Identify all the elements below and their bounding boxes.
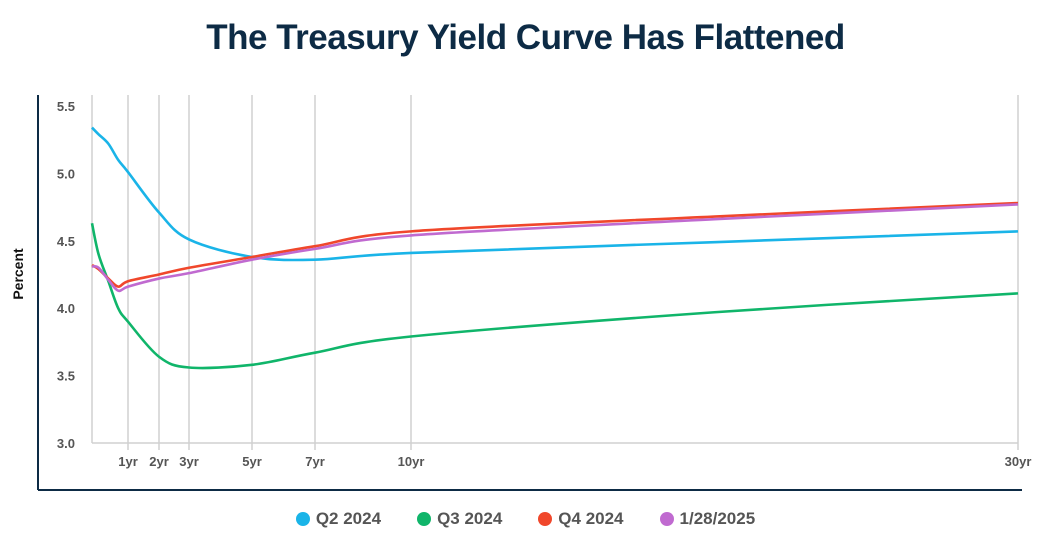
x-tick-label: 7yr [305, 454, 325, 469]
legend-label: Q2 2024 [315, 509, 382, 528]
y-tick-label: 5.0 [57, 166, 75, 181]
y-axis-label: Percent [10, 248, 26, 300]
legend-label: Q3 2024 [437, 509, 503, 528]
x-tick-label: 30yr [1005, 454, 1032, 469]
y-tick-label: 4.5 [57, 234, 75, 249]
series-line-0 [91, 126, 1019, 262]
y-tick-label: 5.5 [57, 99, 75, 114]
legend-item: Q3 2024 [417, 509, 502, 529]
legend-item: Q2 2024 [295, 509, 382, 529]
y-tick-label: 4.0 [57, 301, 75, 316]
legend: Q2 2024 Q3 2024 Q4 2024 1/28/2025 [0, 509, 1051, 529]
legend-dot-icon [295, 512, 310, 526]
series-line-2 [91, 201, 1019, 288]
legend-label: Q4 2024 [558, 509, 624, 528]
legend-dot-icon [538, 512, 553, 526]
series-line-3 [91, 203, 1019, 293]
legend-label: 1/28/2025 [679, 509, 756, 528]
legend-item: 1/28/2025 [659, 509, 756, 529]
x-tick-label: 2yr [149, 454, 169, 469]
legend-item: Q4 2024 [538, 509, 624, 529]
x-tick-label: 1yr [118, 454, 138, 469]
y-tick-label: 3.0 [57, 436, 75, 451]
y-tick-label: 3.5 [57, 369, 75, 384]
x-tick-label: 5yr [242, 454, 262, 469]
x-tick-label: 10yr [398, 454, 425, 469]
series-line-1 [90, 223, 1019, 370]
x-tick-label: 3yr [179, 454, 199, 469]
chart-title: The Treasury Yield Curve Has Flattened [206, 18, 845, 57]
legend-dot-icon [659, 512, 674, 526]
legend-dot-icon [417, 512, 432, 526]
